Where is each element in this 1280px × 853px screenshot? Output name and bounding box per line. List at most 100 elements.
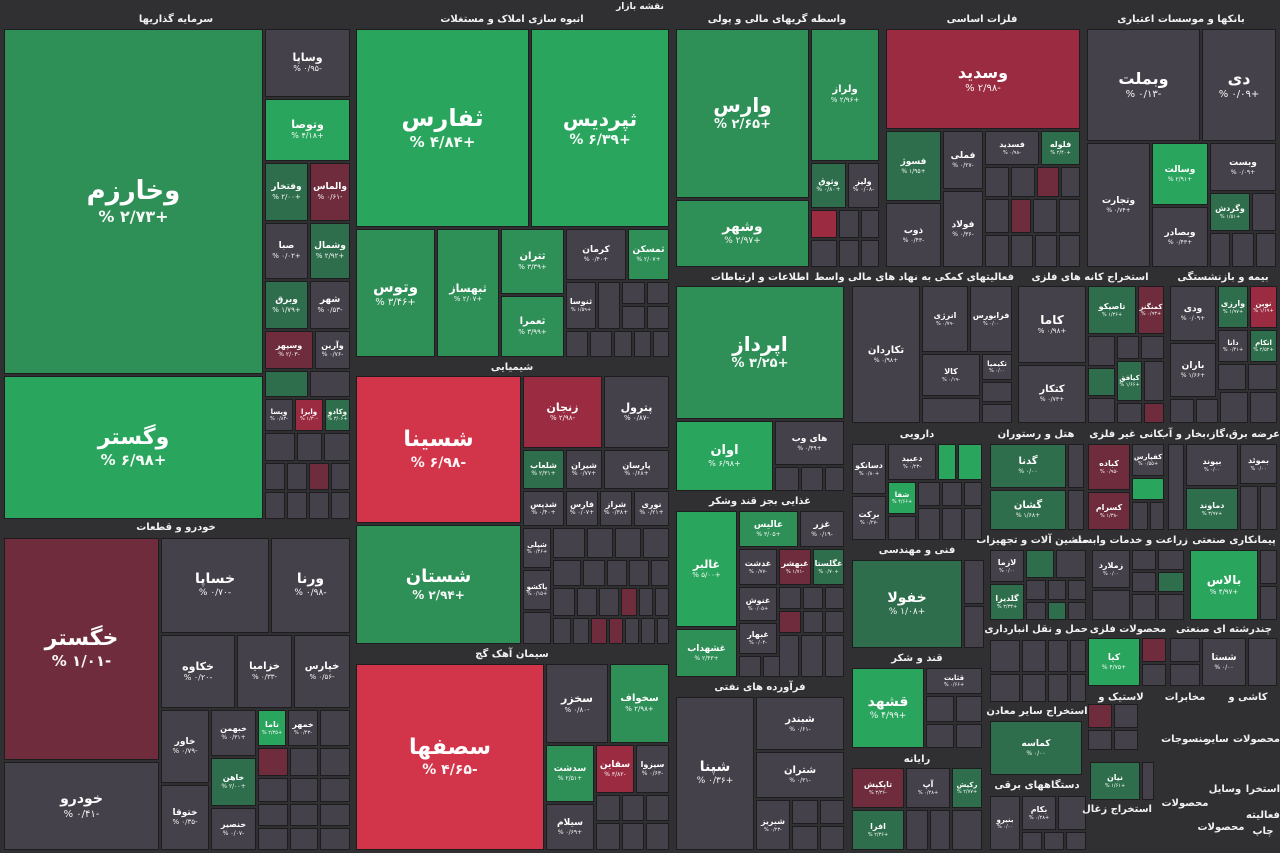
- stock-tile[interactable]: وسدید -۲/۹۸ %: [886, 29, 1080, 129]
- stock-tile[interactable]: پارسان +۰/۶۸ %: [604, 450, 669, 489]
- stock-tile[interactable]: بموئد ۰/۰۰ %: [1240, 444, 1277, 484]
- stock-tile[interactable]: وبست +۰/۰۹ %: [1210, 143, 1276, 191]
- stock-tile-small[interactable]: [598, 282, 620, 329]
- stock-tile[interactable]: شستان +۲/۹۴ %: [356, 525, 521, 644]
- stock-tile[interactable]: وفتخار +۲/۰۰ %: [265, 163, 308, 221]
- stock-tile[interactable]: وتجارت +۰/۷۴ %: [1087, 143, 1150, 267]
- stock-tile-small[interactable]: [1248, 364, 1277, 390]
- stock-tile[interactable]: بنیرو ۰/۰۰ %: [990, 796, 1020, 850]
- stock-tile[interactable]: ذوب -۰/۴۳ %: [886, 203, 941, 267]
- stock-tile-small[interactable]: [1066, 832, 1086, 850]
- stock-tile-small[interactable]: [1132, 594, 1156, 620]
- stock-tile[interactable]: صبا +۰/۰۲ %: [265, 223, 308, 279]
- stock-tile-small[interactable]: [1035, 235, 1057, 267]
- stock-tile-small[interactable]: [1059, 199, 1080, 233]
- stock-tile-small[interactable]: [958, 444, 982, 480]
- stock-tile[interactable]: وتوصا +۴/۱۸ %: [265, 99, 350, 161]
- stock-tile-small[interactable]: [553, 560, 581, 586]
- stock-tile-small[interactable]: [964, 482, 982, 506]
- stock-tile-small[interactable]: [1142, 638, 1166, 662]
- stock-tile-small[interactable]: [1170, 638, 1200, 662]
- stock-tile-small[interactable]: [985, 199, 1009, 233]
- stock-tile[interactable]: غشهداب +۲/۴۳ %: [676, 629, 737, 677]
- stock-tile[interactable]: وخارزم +۲/۷۳ %: [4, 29, 263, 374]
- stock-tile-small[interactable]: [258, 828, 288, 850]
- stock-tile-small[interactable]: [1088, 398, 1115, 423]
- stock-tile-small[interactable]: [801, 467, 823, 491]
- stock-tile[interactable]: وگردش +۱/۵۱ %: [1210, 193, 1250, 231]
- stock-tile[interactable]: فسوژ +۱/۹۵ %: [886, 131, 941, 201]
- stock-tile[interactable]: وشمال +۲/۹۲ %: [310, 223, 350, 279]
- stock-tile-small[interactable]: [918, 482, 940, 506]
- stock-tile-small[interactable]: [258, 804, 288, 826]
- stock-tile-small[interactable]: [1058, 796, 1086, 830]
- stock-tile-small[interactable]: [265, 463, 285, 490]
- stock-tile-small[interactable]: [1048, 580, 1066, 600]
- stock-tile[interactable]: تاپکیش -۳/۳۶ %: [852, 768, 904, 808]
- stock-tile[interactable]: دسانکو +۰/۸۰ %: [852, 444, 886, 494]
- stock-tile[interactable]: بکام +۰/۲۸ %: [1022, 796, 1056, 830]
- stock-tile[interactable]: خاهن +۲/۰۰ %: [211, 758, 256, 806]
- stock-tile[interactable]: اتکام +۲/۵۲ %: [1250, 330, 1277, 362]
- stock-tile[interactable]: ناما +۲/۳۵ %: [258, 710, 286, 746]
- stock-tile-small[interactable]: [647, 306, 669, 329]
- stock-tile-small[interactable]: [1037, 167, 1059, 197]
- stock-tile[interactable]: کفپارس +۰/۵۵ %: [1132, 444, 1164, 476]
- stock-tile[interactable]: کماسه ۰/۰۰ %: [990, 721, 1082, 775]
- stock-tile[interactable]: شیران +۰/۷۷ %: [566, 450, 602, 489]
- stock-tile[interactable]: کیا +۴/۷۵ %: [1088, 638, 1140, 686]
- stock-tile[interactable]: شتران -۰/۳۱ %: [756, 752, 844, 798]
- stock-tile-small[interactable]: [1026, 550, 1054, 578]
- stock-tile-small[interactable]: [1218, 364, 1246, 390]
- stock-tile[interactable]: خاور -۰/۷۹ %: [161, 710, 209, 783]
- stock-tile[interactable]: خودرو -۰/۴۱ %: [4, 762, 159, 850]
- stock-tile-small[interactable]: [985, 167, 1009, 197]
- stock-tile-small[interactable]: [639, 588, 653, 616]
- stock-tile-small[interactable]: [1232, 233, 1254, 267]
- stock-tile-small[interactable]: [1158, 572, 1184, 592]
- stock-tile-small[interactable]: [265, 433, 295, 461]
- stock-tile-small[interactable]: [1088, 730, 1112, 750]
- stock-tile[interactable]: نیان +۱/۶۱ %: [1090, 762, 1140, 800]
- stock-tile[interactable]: شسینا -۶/۹۸ %: [356, 376, 521, 523]
- stock-tile[interactable]: وبملت -۰/۱۳ %: [1087, 29, 1200, 141]
- stock-tile[interactable]: ثعمرا +۳/۹۹ %: [501, 296, 564, 357]
- stock-tile-small[interactable]: [926, 696, 954, 722]
- stock-tile-small[interactable]: [320, 710, 350, 746]
- stock-tile-small[interactable]: [553, 528, 585, 558]
- stock-tile[interactable]: شبریز -۰/۲۳ %: [756, 800, 790, 850]
- stock-tile[interactable]: سخواف +۲/۹۸ %: [610, 664, 669, 743]
- stock-tile[interactable]: کسرام -۱/۳۸ %: [1088, 492, 1130, 530]
- stock-tile-small[interactable]: [1068, 580, 1086, 600]
- stock-tile[interactable]: سیلام +۰/۶۹ %: [546, 804, 594, 850]
- stock-tile-small[interactable]: [938, 444, 956, 480]
- stock-tile[interactable]: خمهر -۰/۴۳ %: [288, 710, 318, 746]
- stock-tile-small[interactable]: [839, 240, 859, 267]
- stock-tile[interactable]: فلوله +۲/۴۰ %: [1041, 131, 1080, 165]
- stock-tile-small[interactable]: [1068, 444, 1084, 488]
- stock-tile[interactable]: کمنگنز +۰/۹۳ %: [1138, 286, 1164, 334]
- stock-tile-small[interactable]: [290, 748, 318, 776]
- stock-tile[interactable]: پاکشو +۰/۱۵ %: [523, 570, 551, 610]
- stock-tile-small[interactable]: [930, 810, 950, 850]
- stock-tile[interactable]: ثمسکن +۲/۰۷ %: [628, 229, 669, 280]
- stock-tile[interactable]: شدیس +۰/۴۰ %: [523, 491, 564, 526]
- stock-tile-small[interactable]: [982, 404, 1012, 423]
- stock-tile-small[interactable]: [803, 611, 823, 633]
- stock-tile[interactable]: دی +۰/۰۹ %: [1202, 29, 1276, 141]
- stock-tile[interactable]: عالیس +۳/۰۵ %: [739, 511, 798, 547]
- stock-tile-small[interactable]: [320, 748, 350, 776]
- stock-tile-small[interactable]: [1117, 336, 1139, 359]
- stock-tile-small[interactable]: [653, 331, 669, 357]
- stock-tile[interactable]: لازما ۰/۰۰ %: [990, 550, 1024, 582]
- stock-tile-small[interactable]: [629, 560, 649, 586]
- stock-tile-small[interactable]: [811, 240, 837, 267]
- stock-tile-small[interactable]: [1044, 832, 1064, 850]
- stock-tile[interactable]: ویسا -۰/۸۳ %: [265, 399, 293, 431]
- stock-tile-small[interactable]: [825, 611, 844, 633]
- stock-tile[interactable]: ثبهساز +۲/۰۷ %: [437, 229, 499, 357]
- stock-tile-small[interactable]: [607, 560, 627, 586]
- stock-tile-small[interactable]: [1144, 361, 1164, 401]
- stock-tile-small[interactable]: [1132, 478, 1164, 500]
- stock-tile-small[interactable]: [1011, 167, 1035, 197]
